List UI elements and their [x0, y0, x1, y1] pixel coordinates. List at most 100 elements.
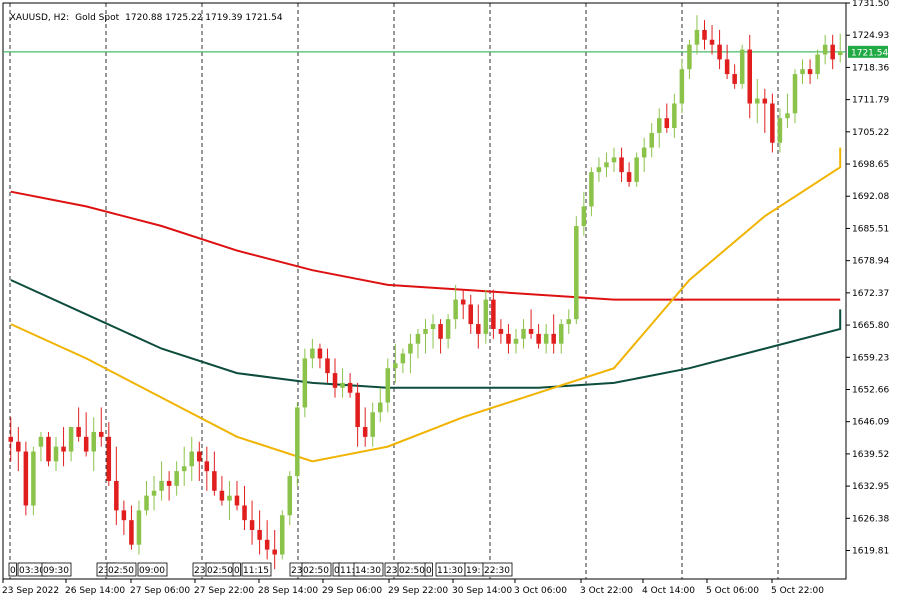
candle[interactable] — [121, 500, 127, 535]
candle[interactable] — [370, 402, 375, 447]
candle[interactable] — [596, 157, 602, 182]
candle[interactable] — [189, 436, 195, 481]
candle[interactable] — [166, 471, 172, 501]
candle[interactable] — [332, 358, 338, 398]
candle[interactable] — [151, 476, 157, 511]
candle[interactable] — [566, 309, 572, 334]
candle[interactable] — [257, 510, 262, 555]
candle[interactable] — [61, 427, 66, 467]
candle[interactable] — [393, 343, 398, 383]
candle[interactable] — [415, 328, 421, 359]
candle[interactable] — [438, 319, 443, 354]
candle[interactable] — [506, 324, 511, 354]
candle[interactable] — [377, 387, 383, 423]
candle[interactable] — [785, 93, 790, 129]
candle[interactable] — [672, 93, 677, 138]
candle[interactable] — [837, 33, 843, 63]
candle[interactable] — [106, 422, 112, 486]
candle[interactable] — [724, 44, 730, 79]
candle[interactable] — [310, 338, 315, 369]
candle[interactable] — [287, 471, 293, 526]
candle[interactable] — [755, 78, 760, 124]
candle[interactable] — [468, 294, 474, 334]
candle[interactable] — [543, 324, 549, 354]
candle[interactable] — [8, 417, 14, 462]
candle[interactable] — [279, 510, 285, 560]
candle[interactable] — [694, 15, 700, 55]
candle[interactable] — [664, 103, 670, 133]
candle[interactable] — [747, 34, 753, 119]
candle[interactable] — [38, 431, 44, 462]
candle[interactable] — [702, 20, 707, 50]
candle[interactable] — [717, 29, 722, 70]
candle[interactable] — [770, 93, 775, 153]
candle[interactable] — [513, 328, 519, 354]
candle[interactable] — [98, 407, 104, 447]
candle[interactable] — [68, 427, 74, 462]
candle[interactable] — [453, 284, 458, 329]
candle[interactable] — [385, 358, 391, 413]
candle[interactable] — [581, 191, 587, 236]
candle[interactable] — [460, 289, 466, 320]
candle[interactable] — [830, 34, 835, 70]
candle[interactable] — [31, 446, 36, 516]
candle[interactable] — [634, 152, 639, 187]
candle[interactable] — [249, 500, 255, 545]
candle[interactable] — [129, 505, 134, 550]
candle[interactable] — [355, 382, 360, 447]
candle[interactable] — [53, 436, 59, 472]
candle[interactable] — [551, 314, 556, 354]
candle[interactable] — [528, 309, 534, 339]
candle[interactable] — [574, 216, 579, 325]
candle[interactable] — [83, 412, 89, 457]
candle[interactable] — [234, 480, 240, 511]
candle[interactable] — [136, 500, 142, 555]
candle[interactable] — [242, 485, 247, 530]
candle[interactable] — [777, 108, 783, 153]
candle[interactable] — [400, 348, 406, 374]
candle[interactable] — [521, 319, 526, 349]
candle[interactable] — [295, 402, 300, 486]
candle[interactable] — [76, 407, 81, 442]
candle[interactable] — [762, 88, 768, 133]
candle[interactable] — [822, 34, 828, 65]
candle[interactable] — [483, 289, 489, 344]
candle[interactable] — [619, 147, 624, 182]
candle[interactable] — [709, 25, 715, 55]
candle[interactable] — [815, 49, 820, 79]
candle[interactable] — [589, 167, 594, 217]
candle[interactable] — [626, 162, 632, 187]
candle[interactable] — [197, 441, 202, 481]
candle[interactable] — [423, 319, 428, 354]
candle[interactable] — [604, 152, 609, 178]
candle[interactable] — [219, 476, 225, 506]
candle[interactable] — [46, 431, 51, 467]
candle[interactable] — [204, 446, 210, 491]
candle[interactable] — [656, 108, 662, 148]
candle[interactable] — [317, 343, 323, 369]
candle[interactable] — [679, 59, 685, 114]
candle[interactable] — [498, 319, 504, 344]
candle[interactable] — [272, 529, 277, 570]
candle[interactable] — [807, 59, 813, 84]
candle[interactable] — [491, 289, 496, 339]
candle[interactable] — [347, 373, 353, 398]
candle[interactable] — [408, 333, 413, 374]
candle[interactable] — [687, 39, 692, 79]
candle[interactable] — [264, 520, 270, 560]
candle[interactable] — [16, 427, 21, 472]
candle[interactable] — [325, 348, 330, 383]
candle[interactable] — [212, 451, 217, 496]
candle[interactable] — [558, 319, 564, 354]
candle[interactable] — [227, 480, 232, 521]
candle[interactable] — [641, 137, 647, 173]
candle[interactable] — [476, 304, 481, 349]
candle[interactable] — [23, 441, 29, 516]
candle[interactable] — [91, 417, 96, 472]
candle[interactable] — [340, 368, 345, 398]
candle[interactable] — [800, 59, 805, 84]
candle[interactable] — [792, 69, 798, 124]
candle[interactable] — [302, 348, 308, 418]
candle[interactable] — [611, 147, 617, 173]
